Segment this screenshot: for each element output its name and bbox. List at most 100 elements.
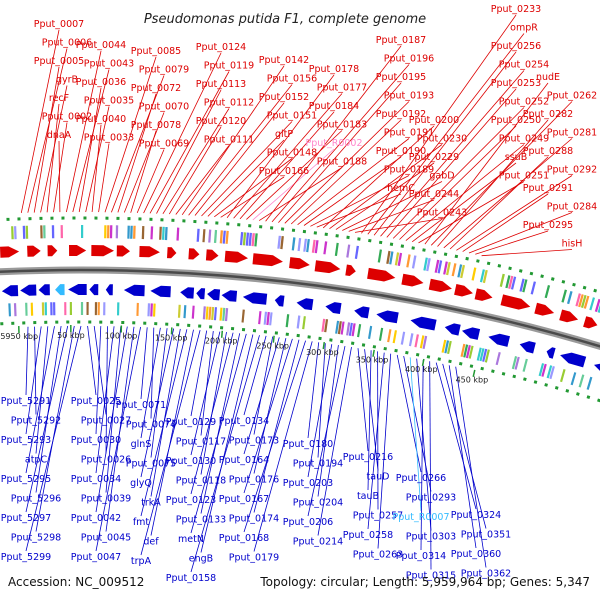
- forward-gene-label: Pput_0292: [547, 165, 597, 176]
- forward-gene-label: Pput_0069: [139, 139, 189, 150]
- cog-category-bar: [479, 348, 485, 362]
- reverse-gene: [20, 284, 37, 296]
- reverse-gene-label: Pput_5298: [11, 533, 61, 544]
- reverse-gene: [242, 292, 268, 305]
- scale-tick-mark: [421, 358, 425, 367]
- forward-leader-line: [168, 126, 222, 215]
- forward-gene: [224, 250, 248, 263]
- cog-category-bar: [196, 228, 200, 242]
- cog-category-bar: [351, 323, 356, 337]
- reverse-leader-line: [357, 348, 369, 452]
- cog-category-bar: [570, 372, 577, 386]
- reverse-gene-label: Pput_0075: [126, 459, 176, 470]
- forward-leader-line: [252, 148, 335, 221]
- forward-leader-line: [239, 111, 335, 220]
- cog-category-bar: [465, 345, 471, 359]
- reverse-gene-label: Pput_0315: [406, 571, 456, 582]
- forward-gene: [205, 249, 219, 261]
- cog-category-bar: [291, 237, 296, 251]
- forward-gene-label: Pput_0043: [84, 59, 134, 70]
- reverse-gene-label: Pput_0130: [166, 456, 216, 467]
- forward-gene-label: Pput_0113: [196, 79, 246, 90]
- cog-category-bar: [389, 251, 394, 265]
- scale-tick-label: 200 kbp: [205, 337, 238, 346]
- forward-gene-label: Pput_0262: [547, 91, 597, 102]
- cog-category-bar: [40, 225, 43, 239]
- reverse-gene-label: Pput_0042: [71, 513, 121, 524]
- cog-category-bar: [505, 275, 511, 289]
- forward-gene-label: Pput_0177: [317, 83, 367, 94]
- reverse-gene-label: Pput_0179: [229, 553, 279, 564]
- forward-leader-line: [207, 139, 285, 217]
- reverse-leader-line: [95, 326, 128, 513]
- reverse-gene: [196, 288, 206, 300]
- forward-gene-label: Pput_0085: [131, 46, 181, 57]
- forward-gene-label: ssuB: [505, 152, 527, 163]
- reverse-gene: [105, 284, 113, 296]
- scale-tick-mark: [472, 369, 476, 377]
- cog-category-bar: [468, 345, 474, 359]
- reverse-gene-label: fmt: [133, 517, 150, 528]
- forward-gene-label: Pput_0256: [491, 41, 541, 52]
- reverse-gene-label: Pput_0030: [71, 435, 121, 446]
- cog-category-bar: [397, 252, 403, 266]
- cog-category-bar: [434, 259, 440, 273]
- scale-tick-mark: [220, 330, 224, 338]
- forward-gene-label: Pput_0229: [409, 152, 459, 163]
- forward-leader-line: [322, 125, 435, 229]
- forward-leader-line: [226, 74, 335, 219]
- reverse-gene-label: Pput_0314: [396, 551, 446, 562]
- forward-leader-line: [418, 181, 525, 244]
- reverse-gene-label: Pput_0293: [406, 493, 456, 504]
- reverse-gene-label: Pput_0027: [81, 416, 131, 427]
- reverse-gene-label: Pput_0176: [229, 475, 279, 486]
- forward-gene-label: Pput_0112: [204, 98, 254, 109]
- forward-gene-label: Pput_0284: [547, 202, 597, 213]
- genome-summary-text: Topology: circular; Length: 5,959,964 bp…: [259, 575, 590, 589]
- forward-gene-label: Pput_0295: [523, 220, 573, 231]
- cog-category-bar: [14, 226, 17, 240]
- cog-category-bar: [589, 297, 595, 311]
- forward-leader-line: [271, 64, 410, 223]
- forward-leader-line: [462, 193, 549, 252]
- cog-category-bar: [219, 307, 223, 321]
- scale-tick-label: 50 kbp: [57, 331, 85, 340]
- cog-category-bar: [136, 302, 139, 316]
- forward-leader-line: [46, 103, 60, 213]
- cog-category-bar: [162, 226, 165, 240]
- reverse-leader-line: [253, 339, 300, 513]
- forward-leader-line: [201, 121, 293, 217]
- forward-leader-line: [367, 33, 525, 235]
- cog-category-bar: [578, 294, 584, 308]
- forward-gene: [534, 302, 555, 316]
- forward-leader-line: [475, 230, 549, 255]
- reverse-gene-label: engB: [189, 554, 213, 565]
- forward-leader-line: [468, 212, 573, 254]
- cog-category-bar: [22, 225, 26, 239]
- cog-category-bar: [499, 273, 505, 287]
- cog-category-bar: [346, 244, 351, 258]
- cog-category-bar: [346, 322, 351, 336]
- forward-leader-line: [380, 70, 525, 237]
- reverse-gene-label: Pput_0257: [353, 511, 403, 522]
- cog-category-bar: [354, 245, 359, 259]
- cog-category-bar: [443, 261, 448, 275]
- cog-category-bar: [183, 305, 187, 319]
- cog-category-bar: [153, 303, 156, 317]
- forward-leader-line: [373, 51, 517, 236]
- forward-gene-label: hemC: [387, 183, 415, 194]
- cog-category-bar: [44, 302, 47, 316]
- reverse-gene-label: Pput_0118: [176, 476, 226, 487]
- cog-category-bar: [202, 229, 206, 243]
- cog-category-bar: [213, 307, 217, 321]
- forward-gene-label: Pput_0252: [499, 97, 549, 108]
- cog-category-bar: [277, 235, 281, 249]
- forward-gene-label: nudE: [536, 72, 560, 83]
- reverse-gene: [180, 287, 195, 299]
- cog-category-bar: [109, 225, 113, 239]
- forward-leader-line: [162, 108, 230, 215]
- forward-gene-label: Pput_0078: [131, 120, 181, 131]
- reverse-gene: [68, 284, 87, 295]
- reverse-gene: [123, 284, 145, 297]
